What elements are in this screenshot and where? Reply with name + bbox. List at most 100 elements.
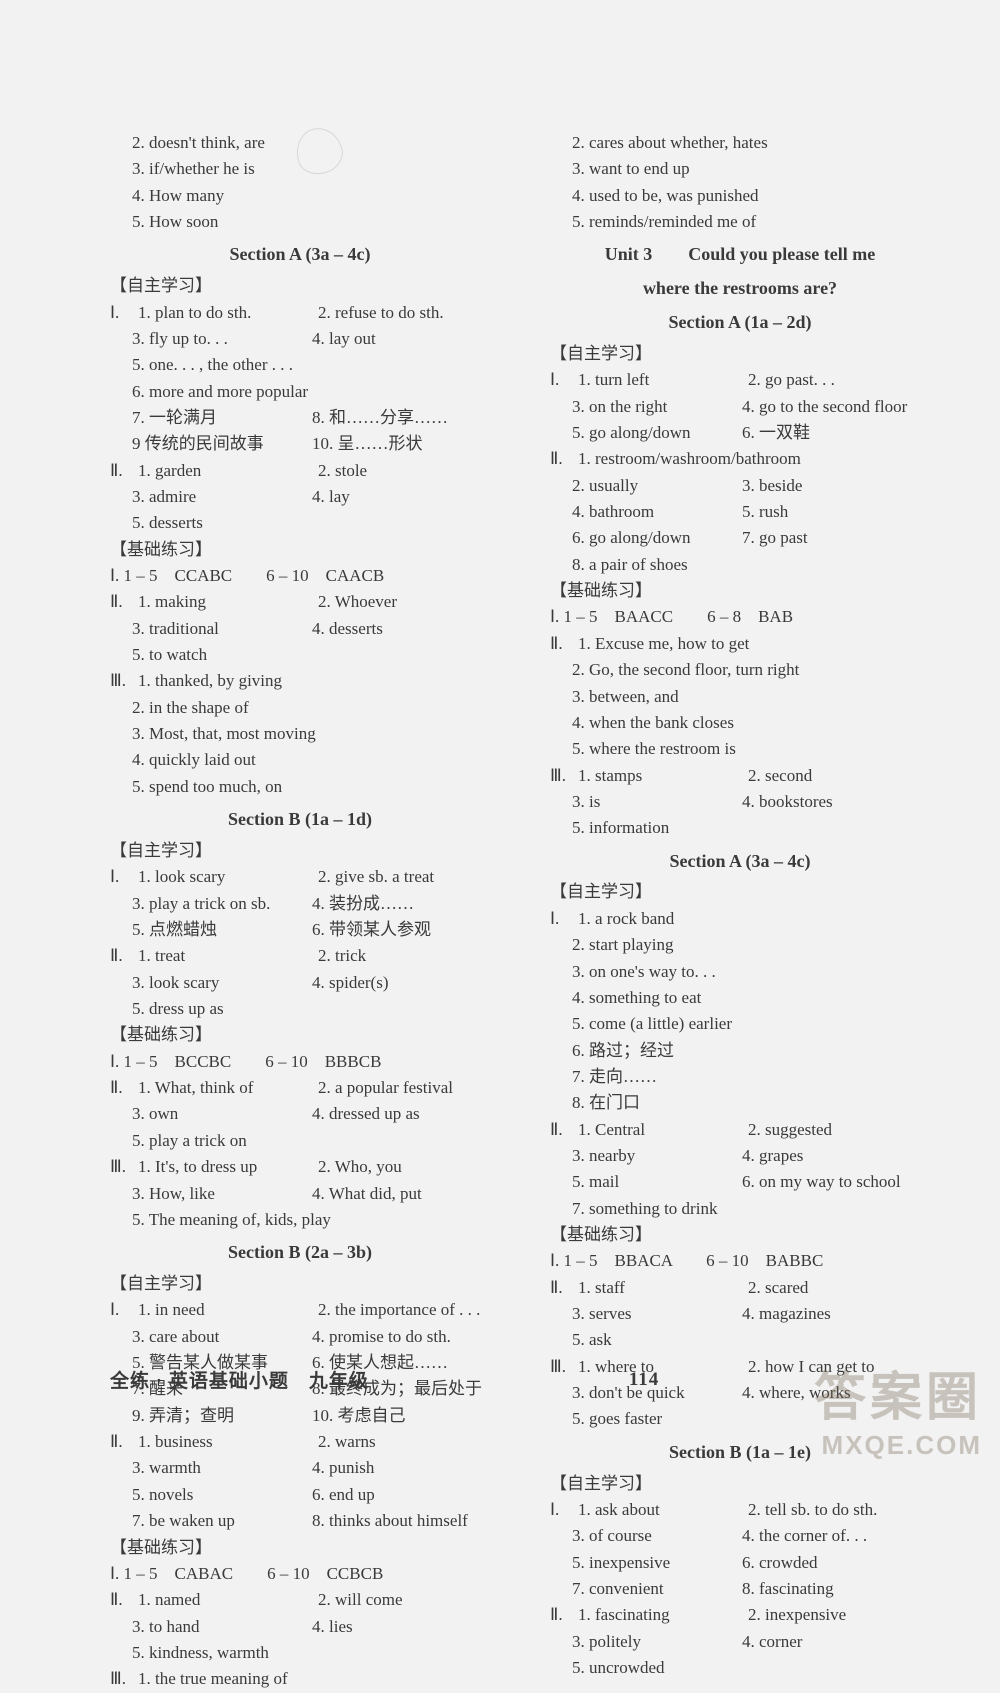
- page: 2. doesn't think, are 3. if/whether he i…: [0, 0, 1000, 1471]
- block-II: Ⅱ.1. restroom/washroom/bathroom 2. usual…: [550, 446, 930, 578]
- answer: 2. give sb. a treat: [318, 864, 440, 890]
- answer: 3. How, like: [132, 1181, 312, 1207]
- roman: Ⅲ.: [550, 763, 578, 789]
- answer: 2. second: [748, 763, 818, 789]
- block-I: Ⅰ.1. ask about2. tell sb. to do sth. 3. …: [550, 1497, 930, 1602]
- jichu-I: Ⅰ. 1 – 5 BAACC 6 – 8 BAB: [550, 604, 930, 630]
- answer: 2. in the shape of: [110, 695, 490, 721]
- answer: 1. making: [138, 589, 318, 615]
- answer: 6. crowded: [742, 1550, 824, 1576]
- answer: 3. of course: [572, 1523, 742, 1549]
- answer: 2. scared: [748, 1275, 814, 1301]
- answer: 1. garden: [138, 458, 318, 484]
- answer: 5. desserts: [132, 510, 209, 536]
- roman: Ⅱ.: [110, 589, 138, 615]
- answer-line: 5. How soon: [132, 209, 490, 235]
- zizhu-label: 【自主学习】: [110, 1271, 490, 1297]
- watermark-line2: MXQE.COM: [814, 1430, 982, 1461]
- answer: 3. play a trick on sb.: [132, 891, 312, 917]
- answer: 1. stamps: [578, 763, 748, 789]
- answer: 3. politely: [572, 1629, 742, 1655]
- answer: 3. beside: [742, 473, 808, 499]
- unit-title-2: where the restrooms are?: [550, 275, 930, 303]
- roman: Ⅰ.: [550, 906, 578, 932]
- answer: 3. to hand: [132, 1614, 312, 1640]
- answer: 5. one. . . , the other . . .: [132, 352, 299, 378]
- roman: Ⅲ.: [110, 668, 138, 694]
- roman: Ⅱ.: [110, 1587, 138, 1613]
- roman: Ⅱ.: [550, 631, 578, 657]
- section-heading: Section A (3a – 4c): [110, 241, 490, 269]
- answer: 1. fascinating: [578, 1602, 748, 1628]
- answer: 5. go along/down: [572, 420, 742, 446]
- page-number: 114: [629, 1369, 659, 1391]
- block-JII: Ⅱ.1. named2. will come 3. to hand4. lies…: [110, 1587, 490, 1666]
- block-I: Ⅰ.1. plan to do sth.2. refuse to do sth.…: [110, 300, 490, 458]
- block-JIII: Ⅲ.1. the true meaning of: [110, 1666, 490, 1692]
- answer: 5. where the restroom is: [550, 736, 930, 762]
- answer: 6. more and more popular: [132, 379, 314, 405]
- answer: 1. It's, to dress up: [138, 1154, 318, 1180]
- answer: 7. 一轮满月: [132, 405, 312, 431]
- jichu-label: 【基础练习】: [550, 578, 930, 604]
- answer: 6. 一双鞋: [742, 420, 816, 446]
- answer: 4. 装扮成……: [312, 891, 420, 917]
- answer: 2. Whoever: [318, 589, 403, 615]
- jichu-label: 【基础练习】: [110, 1535, 490, 1561]
- answer: 8. fascinating: [742, 1576, 840, 1602]
- roman: Ⅰ.: [550, 1497, 578, 1523]
- answer: 2. Go, the second floor, turn right: [550, 657, 930, 683]
- answer: 7. convenient: [572, 1576, 742, 1602]
- answer: 6. 路过；经过: [550, 1038, 930, 1064]
- roman: Ⅱ.: [110, 1075, 138, 1101]
- answer: 4. promise to do sth.: [312, 1324, 457, 1350]
- answer: 8. a pair of shoes: [572, 552, 694, 578]
- roman: Ⅲ.: [110, 1666, 138, 1692]
- answer: 4. lay: [312, 484, 356, 510]
- answer-line: 5. reminds/reminded me of: [572, 209, 930, 235]
- answer: 3. admire: [132, 484, 312, 510]
- zizhu-label: 【自主学习】: [110, 838, 490, 864]
- right-top-cont: 2. cares about whether, hates 3. want to…: [550, 130, 930, 235]
- roman: Ⅱ.: [110, 943, 138, 969]
- section-heading: Section B (2a – 3b): [110, 1239, 490, 1267]
- answer: 2. a popular festival: [318, 1075, 459, 1101]
- answer: 3. on one's way to. . .: [550, 959, 930, 985]
- answer: 7. 走向……: [550, 1064, 930, 1090]
- roman: Ⅱ.: [550, 1275, 578, 1301]
- answer: 4. dressed up as: [312, 1101, 426, 1127]
- answer: 2. usually: [572, 473, 742, 499]
- roman: Ⅰ.: [110, 864, 138, 890]
- roman: Ⅱ.: [110, 458, 138, 484]
- answer: 4. lies: [312, 1614, 359, 1640]
- answer: 4. spider(s): [312, 970, 394, 996]
- answer: 4. lay out: [312, 326, 382, 352]
- jichu-I: Ⅰ. 1 – 5 CABAC 6 – 10 CCBCB: [110, 1561, 490, 1587]
- answer: 1. staff: [578, 1275, 748, 1301]
- answer-line: 3. want to end up: [572, 156, 930, 182]
- answer: 1. thanked, by giving: [138, 668, 288, 694]
- answer: 10. 考虑自己: [312, 1403, 412, 1429]
- block-I: Ⅰ.1. a rock band 2. start playing 3. on …: [550, 906, 930, 1117]
- left-column: 2. doesn't think, are 3. if/whether he i…: [110, 130, 490, 1411]
- answer: 2. stole: [318, 458, 373, 484]
- block-I: Ⅰ.1. look scary2. give sb. a treat 3. pl…: [110, 864, 490, 943]
- section-heading: Section A (1a – 2d): [550, 309, 930, 337]
- answer: 4. bathroom: [572, 499, 742, 525]
- watermark-line1: 答案圈: [814, 1355, 982, 1430]
- answer: 3. warmth: [132, 1455, 312, 1481]
- block-II: Ⅱ.1. Central2. suggested 3. nearby4. gra…: [550, 1117, 930, 1222]
- answer: 2. Who, you: [318, 1154, 408, 1180]
- answer: 5. goes faster: [572, 1406, 668, 1432]
- block-JIII: Ⅲ.1. thanked, by giving 2. in the shape …: [110, 668, 490, 800]
- answer: 5. spend too much, on: [110, 774, 490, 800]
- answer: 4. desserts: [312, 616, 389, 642]
- answer: 4. go to the second floor: [742, 394, 913, 420]
- answer: 5. come (a little) earlier: [550, 1011, 930, 1037]
- watermark: 答案圈 MXQE.COM: [814, 1355, 982, 1461]
- page-footer: 全练 · 英语基础小题 九年级 114: [110, 1366, 659, 1393]
- answer: 6. 带领某人参观: [312, 917, 437, 943]
- answer: 9 传统的民间故事: [132, 431, 312, 457]
- zizhu-label: 【自主学习】: [550, 341, 930, 367]
- answer: 4. grapes: [742, 1143, 809, 1169]
